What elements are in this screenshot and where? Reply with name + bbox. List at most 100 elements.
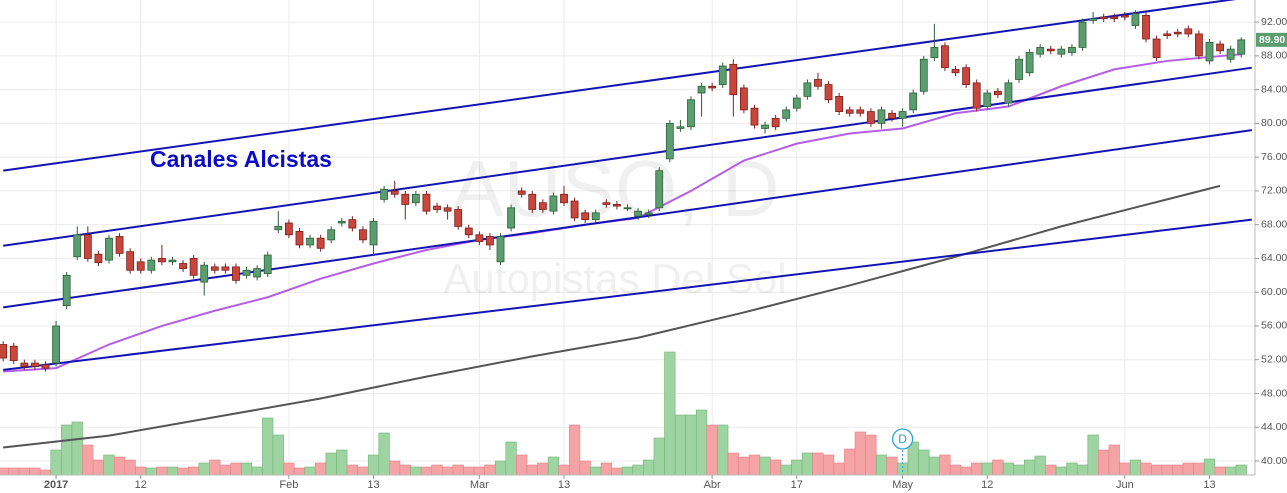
candle-body [210,266,219,271]
candle-body [983,92,992,107]
last-price-box [1256,32,1287,47]
candle-body [31,362,39,367]
candle-body [930,47,939,58]
volume-bar [61,424,73,476]
volume-bar [378,432,390,476]
volume-bar [579,460,591,476]
candle-body [1089,18,1097,21]
candle-body [634,210,642,217]
y-tick-label: 52.00 [1261,353,1287,365]
candle-body [835,95,844,112]
volume-bar [463,466,475,476]
y-tick-label: 84.00 [1261,83,1287,95]
candle-body [94,253,103,264]
volume-bar [1225,466,1237,476]
x-tick-label: 12 [135,479,147,491]
volume-bar [1182,462,1194,476]
volume-bar [166,466,179,476]
candle-body [83,234,92,259]
dividend-label: D [898,432,907,446]
candle-body [581,212,590,221]
volume-bar [812,452,824,476]
watermark-subtitle: Autopistas Del Sol [443,255,786,302]
candle-body [1099,16,1108,20]
y-tick-label: 80.00 [1261,117,1287,129]
x-tick-label: Feb [279,479,298,491]
x-tick-label: 2017 [44,479,68,491]
volume-bar [643,459,655,476]
y-tick-label: 76.00 [1261,151,1287,163]
volume-bar [71,421,83,476]
volume-bar [833,462,845,476]
volume-bar [1076,464,1089,476]
volume-bar [346,464,358,476]
candle-body [380,188,389,200]
candle-body [475,234,484,242]
volume-bar [1161,464,1173,476]
candle-body [1110,16,1119,20]
candle-body [866,111,875,124]
candle-body [327,229,336,241]
volume-bar [293,467,306,476]
candle-body [158,258,166,263]
volume-bar [590,466,602,476]
volume-bar [82,444,94,476]
candle-body [517,190,526,195]
volume-bar [653,437,665,476]
candle-body [200,264,209,283]
volume-bar [1034,455,1046,476]
y-tick-label: 48.00 [1261,387,1287,399]
volume-bar [1098,449,1110,476]
candle-body [242,269,251,276]
candle-body [1226,48,1235,60]
volume-bar [505,441,517,476]
volume-bar [822,454,835,476]
volume-bar [18,467,30,476]
y-tick-label: 68.00 [1261,218,1287,230]
volume-bar [717,424,729,476]
volume-bar [315,462,327,476]
volume-bar [992,459,1004,476]
candle-body [687,99,695,128]
volume-bar [600,462,612,476]
volume-bar [685,414,697,476]
volume-bar [801,452,813,476]
time-axis [0,475,1255,493]
candle-body [1237,39,1246,55]
volume-bar [304,466,316,476]
candle-body [750,107,759,126]
volume-bar [336,449,348,476]
volume-bar [1119,462,1131,476]
candle-body [168,259,177,263]
volume-bar [875,454,888,476]
volume-bar [452,464,464,476]
volume-bar [1002,462,1015,476]
candle-body [62,274,71,307]
candle-body [1142,14,1150,40]
candle-body [1205,41,1214,62]
volume-bar [1055,466,1067,476]
candle-body [179,263,187,269]
candle-body [676,126,685,129]
candle-body [1046,48,1055,52]
candle-body [295,231,304,246]
candle-body [263,254,272,275]
candle-body [803,82,812,97]
volume-bar [8,467,20,476]
y-tick-label: 88.00 [1261,50,1287,62]
candle-body [708,85,717,89]
candle-body [20,362,29,367]
volume-bar [29,467,41,476]
candle-body [591,212,600,221]
candle-body [486,236,494,246]
volume-bar [526,464,538,476]
volume-bar [1235,464,1247,476]
candle-body [1195,33,1203,57]
x-tick-label: 17 [791,479,803,491]
candle-body [147,259,156,271]
volume-bar [1129,459,1142,476]
candle-body [1184,28,1193,35]
candle-body [814,79,822,87]
volume-bar [103,454,115,476]
candle-body [792,97,801,109]
